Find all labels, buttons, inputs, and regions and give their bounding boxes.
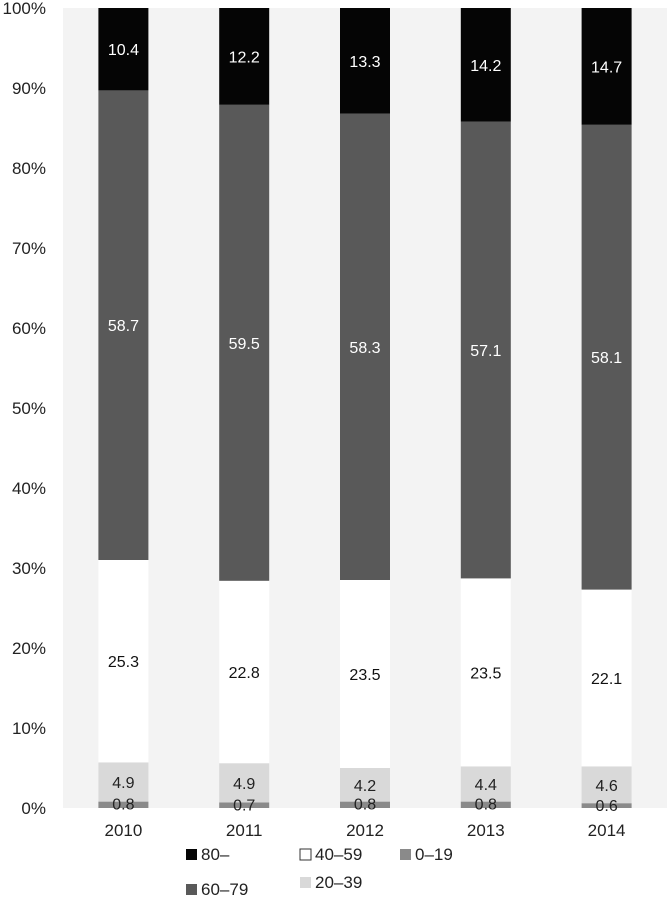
data-label: 0.8 [475, 797, 497, 814]
bar-segment [98, 560, 149, 763]
x-tick-label: 2012 [346, 821, 384, 840]
data-label: 25.3 [108, 654, 139, 671]
legend-swatch [300, 877, 311, 888]
data-label: 13.3 [349, 54, 380, 71]
legend-label: 20–39 [315, 873, 362, 892]
x-tick-label: 2011 [226, 821, 263, 840]
data-label: 4.6 [595, 778, 617, 795]
bar-segment [460, 8, 511, 122]
data-label: 0.6 [595, 798, 617, 815]
legend-label: 0–19 [415, 845, 453, 864]
bar-segment [460, 578, 511, 767]
bar-segment [98, 90, 149, 561]
bar-segment [219, 8, 270, 105]
y-tick-label: 30% [12, 559, 46, 578]
x-tick-label: 2014 [588, 821, 626, 840]
bar-segment [460, 801, 511, 808]
x-tick-label: 2013 [467, 821, 505, 840]
data-label: 4.9 [233, 776, 255, 793]
data-label: 58.7 [108, 318, 139, 335]
y-tick-label: 80% [12, 159, 46, 178]
y-tick-label: 50% [12, 399, 46, 418]
legend-label: 80– [201, 845, 230, 864]
y-tick-label: 10% [12, 719, 46, 738]
data-label: 23.5 [470, 665, 501, 682]
bar-segment [340, 113, 390, 580]
legend-swatch [299, 848, 312, 861]
bar-segment [581, 589, 632, 767]
y-tick-label: 90% [12, 79, 46, 98]
bar-segment [460, 766, 511, 802]
legend: 80– 40–59 0–19 60–79 20–39 [186, 845, 453, 899]
bar-segment [219, 104, 270, 581]
bar-segment [98, 8, 149, 91]
data-label: 12.2 [229, 49, 260, 66]
bar-segment [98, 801, 149, 808]
y-tick-label: 20% [12, 639, 46, 658]
data-label: 0.7 [233, 797, 255, 814]
data-label: 4.4 [475, 777, 497, 794]
data-label: 58.1 [591, 350, 622, 367]
data-label: 59.5 [229, 336, 260, 353]
data-label: 22.1 [591, 671, 622, 688]
y-axis: 0% 10% 20% 30% 40% 50% 60% 70% 80% 90% 100% [3, 0, 46, 818]
data-label: 0.8 [354, 797, 376, 814]
bar-segment [340, 768, 390, 802]
data-label: 10.4 [108, 42, 139, 59]
legend-label: 60–79 [201, 880, 248, 899]
data-label: 14.7 [591, 59, 622, 76]
bar-segment [581, 766, 632, 804]
y-tick-label: 70% [12, 239, 46, 258]
bar-segment [581, 8, 632, 125]
y-tick-label: 60% [12, 319, 46, 338]
data-label: 57.1 [470, 343, 501, 360]
legend-label: 40–59 [315, 845, 362, 864]
bars-group: 0.8 4.9 25.3 58.7 10.4 0.7 4.9 22.8 59.5 12.2 0.8 4… [98, 8, 632, 815]
bar-segment [340, 8, 390, 114]
data-label: 58.3 [349, 340, 380, 357]
data-label: 0.8 [112, 797, 134, 814]
bar-segment [98, 762, 149, 802]
data-label: 23.5 [349, 667, 380, 684]
bar-segment [340, 580, 390, 768]
bar-segment [219, 763, 270, 803]
y-tick-label: 40% [12, 479, 46, 498]
x-tick-label: 2010 [104, 821, 142, 840]
legend-swatch [186, 849, 197, 860]
y-tick-label: 0% [21, 799, 46, 818]
data-label: 4.2 [354, 778, 376, 795]
legend-swatch [400, 849, 411, 860]
bar-segment [219, 802, 270, 808]
legend-swatch [186, 884, 197, 895]
data-label: 4.9 [112, 775, 134, 792]
x-axis: 2010 2011 2012 2013 2014 [104, 821, 625, 840]
y-tick-label: 100% [3, 0, 46, 18]
data-label: 22.8 [229, 665, 260, 682]
bar-segment [219, 580, 270, 764]
bar-segment [581, 124, 632, 590]
bar-segment [460, 121, 511, 579]
data-label: 14.2 [470, 58, 501, 75]
bar-segment [581, 803, 632, 808]
bar-segment [340, 801, 390, 808]
